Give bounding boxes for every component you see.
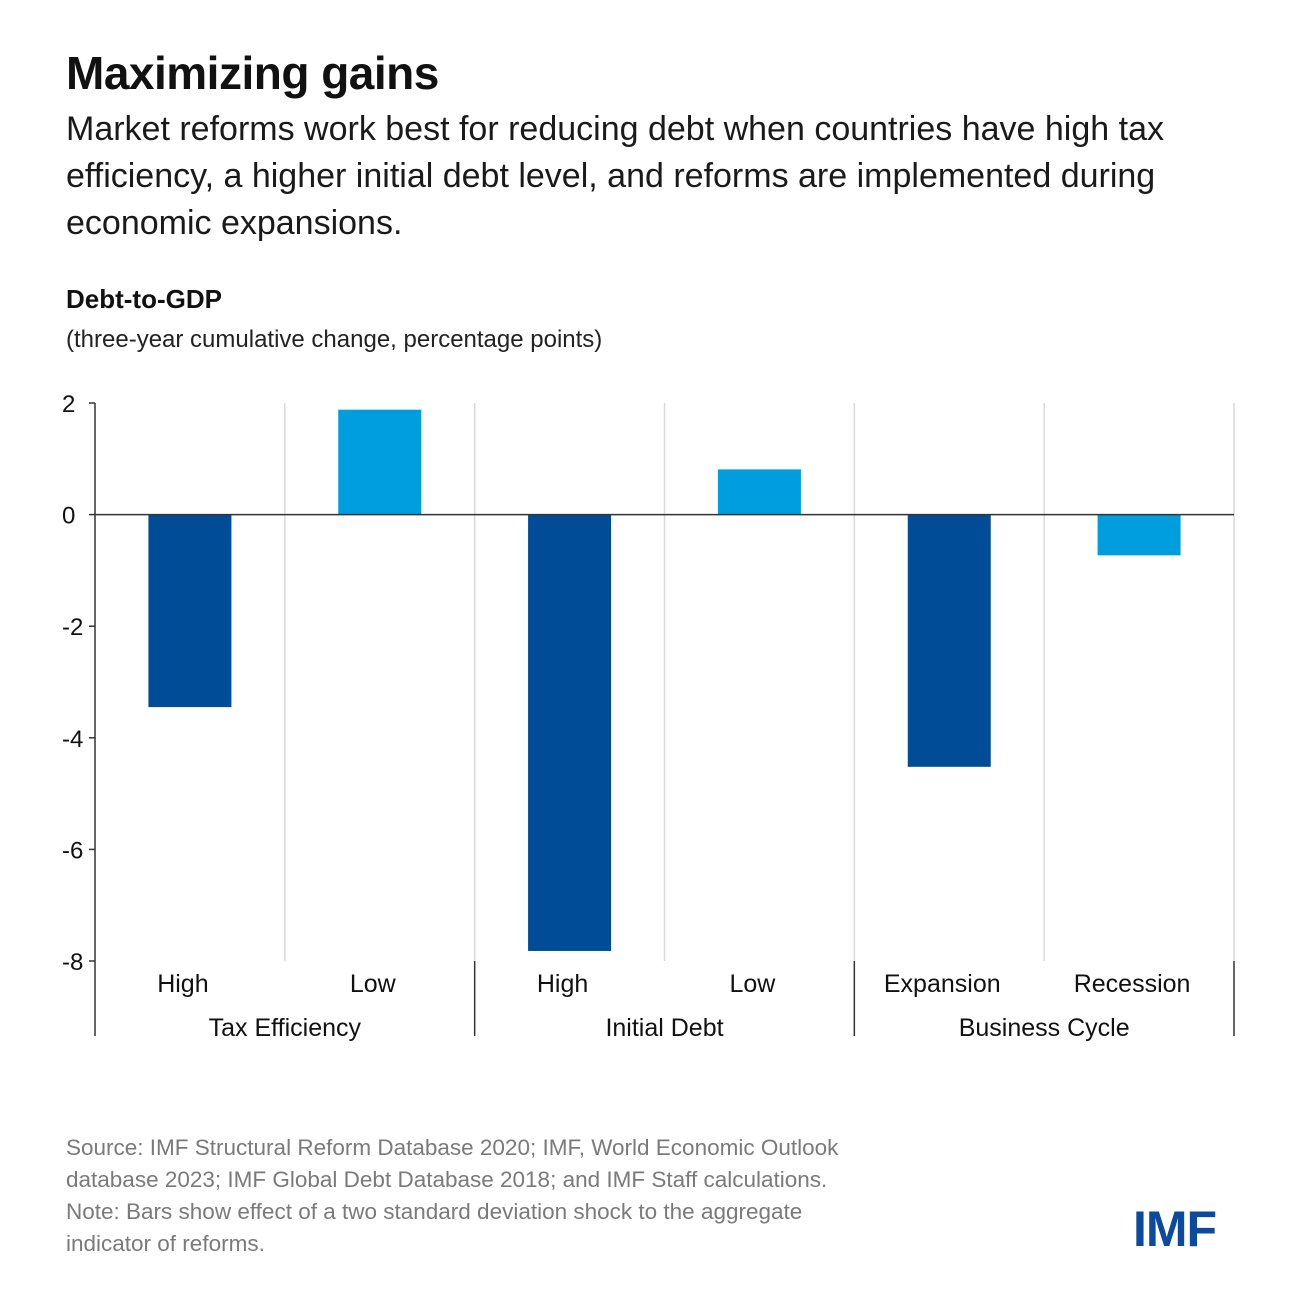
x-tick-label: Low xyxy=(350,970,397,998)
bar-chart: 2 0 -2 -4 -6 -8 High Low High Low Expansion Recessi… xyxy=(62,391,1235,1042)
note-line: Note: Bars show effect of a two standard… xyxy=(66,1199,803,1224)
group-label: Tax Efficiency xyxy=(209,1014,362,1042)
chart-title: Maximizing gains xyxy=(66,47,439,99)
bar xyxy=(148,514,232,708)
x-tick-label: Recession xyxy=(1074,970,1191,998)
bar xyxy=(717,469,801,515)
y-tick-label: -8 xyxy=(62,949,83,976)
source-line: database 2023; IMF Global Debt Database … xyxy=(66,1167,828,1192)
y-tick-label: -6 xyxy=(62,837,83,864)
source-line: Source: IMF Structural Reform Database 2… xyxy=(66,1135,839,1160)
bar xyxy=(338,409,422,515)
x-tick-label: High xyxy=(157,970,208,998)
chart-subtitle: Market reforms work best for reducing de… xyxy=(66,110,1164,242)
source-note: Source: IMF Structural Reform Database 2… xyxy=(66,1132,1066,1260)
bar xyxy=(907,514,991,767)
x-tick-label: Low xyxy=(729,970,776,998)
y-tick-label: 2 xyxy=(62,391,75,418)
group-label: Business Cycle xyxy=(959,1014,1130,1042)
note-line: indicator of reforms. xyxy=(66,1231,265,1256)
y-tick-label: 0 xyxy=(62,503,75,530)
x-tick-label: High xyxy=(537,970,588,998)
bar xyxy=(528,514,612,951)
x-tick-label: Expansion xyxy=(884,970,1001,998)
imf-logo: IMF xyxy=(1133,1201,1217,1257)
y-axis-subtitle: (three-year cumulative change, percentag… xyxy=(66,326,603,353)
group-label: Initial Debt xyxy=(605,1014,723,1042)
y-axis-title: Debt-to-GDP xyxy=(66,284,222,314)
y-tick-label: -2 xyxy=(62,614,83,641)
bar xyxy=(1097,514,1181,556)
y-tick-label: -4 xyxy=(62,726,83,753)
